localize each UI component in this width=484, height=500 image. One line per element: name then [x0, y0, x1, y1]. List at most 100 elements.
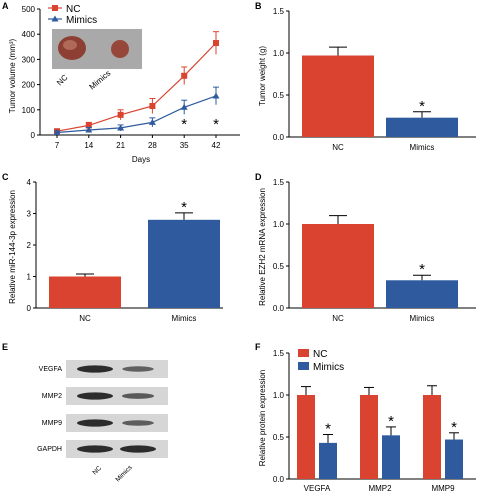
panel-c-y-axis-title: Relative miR-144-3p expression [8, 190, 17, 304]
panel-a-point-nc [117, 111, 124, 118]
panel-c-y-tick-label: 2 [27, 241, 32, 250]
panel-c-y-tick-label: 4 [27, 178, 32, 187]
panel-f-bar-vegfa-mimics [319, 442, 337, 479]
legend-f-nc-swatch [298, 349, 309, 357]
blot-label-mmp9: MMP9 [42, 420, 62, 427]
panel-a-y-axis-title: Tumor volume (mm³) [8, 38, 17, 113]
panel-d-x-tick-label: NC [332, 314, 344, 323]
panel-a-y-tick-label: 300 [22, 55, 36, 64]
panel-a-point-mimics [148, 118, 156, 125]
panel-b-y-tick-label: 1.5 [273, 7, 285, 16]
blot-band-vegfa-mimics [122, 366, 154, 372]
panel-c-bar-mimics [148, 219, 220, 308]
legend-nc-marker [52, 5, 58, 11]
panel-a-point-mimics [117, 124, 125, 131]
blot-strip-mmp9 [66, 414, 168, 432]
panel-d-bar-mimics [386, 280, 458, 308]
panel-a-point-mimics [180, 103, 188, 110]
panel-f-bar-mmp9-nc [423, 395, 441, 479]
blot-strips [66, 360, 168, 458]
blot-band-gapdh-mimics [120, 445, 156, 453]
panel-c-y-tick-label: 3 [27, 210, 32, 219]
panel-d-y-axis-title: Relative EZH2 mRNA expression [258, 188, 267, 306]
significance-star: * [181, 199, 187, 216]
panel-a-point-mimics [85, 126, 93, 133]
panel-f-y-tick-label: 0.0 [273, 475, 285, 484]
panel-e-western-blot: E VEGFA MMP2 MMP9 GAPDH NC Mimics [2, 342, 168, 483]
blot-lane-label-nc: NC [91, 465, 103, 477]
inset-label-mimics: Mimics [88, 69, 113, 92]
significance-star: * [181, 116, 187, 133]
panel-b-y-axis-title: Tumor weight (g) [258, 46, 267, 107]
panel-letter-b: B [255, 1, 262, 11]
panel-b-x-tick-label: Mimics [410, 143, 435, 152]
panel-f-bar-vegfa-nc [297, 395, 315, 479]
panel-d-y-tick-label: 0.0 [273, 304, 285, 313]
panel-a-x-tick-label: 14 [84, 141, 93, 150]
panel-a-point-mimics [53, 128, 61, 135]
panel-a-point-nc [149, 103, 156, 110]
legend-f-mimics-label: Mimics [313, 362, 344, 373]
panel-a-x-tick-label: 28 [148, 141, 157, 150]
panel-c-mir-expression-chart: C Relative miR-144-3p expression 0 1 2 3 4 NC… [2, 172, 223, 323]
tumor-photo-inset: NC Mimics [52, 29, 142, 92]
panel-f-y-tick-label: 1.0 [273, 391, 285, 400]
panel-b-y-tick-label: 1.0 [273, 49, 285, 58]
panel-a-x-axis-title: Days [132, 155, 150, 164]
panel-c-x-tick-label: NC [79, 314, 91, 323]
significance-star: * [213, 116, 219, 133]
legend-f-nc-label: NC [313, 349, 327, 360]
panel-b-tumor-weight-chart: B Tumor weight (g) 0.0 0.5 1.0 1.5 NC Mimics * [255, 1, 476, 152]
significance-star: * [325, 420, 331, 437]
blot-band-mmp2-mimics [121, 393, 155, 399]
panel-a-point-nc [85, 122, 92, 129]
panel-a-x-tick-label: 35 [180, 141, 189, 150]
panel-f-bar-mmp2-nc [360, 395, 378, 479]
panel-letter-d: D [255, 172, 262, 182]
panel-b-x-tick-label: NC [332, 143, 344, 152]
panel-b-y-tick-label: 0.0 [273, 133, 285, 142]
blot-band-vegfa-nc [77, 365, 113, 373]
panel-d-y-tick-label: 1.5 [273, 178, 285, 187]
panel-a-point-nc [213, 40, 219, 47]
mimics-tumor-image [111, 40, 129, 58]
blot-band-gapdh-nc [77, 445, 113, 453]
legend-f-mimics-swatch [298, 362, 309, 370]
significance-star: * [419, 261, 425, 278]
blot-strip-vegfa [66, 360, 168, 378]
legend-mimics-marker [51, 15, 59, 22]
panel-a-y-tick-label: 500 [22, 5, 36, 14]
panel-f-protein-expression-chart: F Relative protein expression NC Mimics … [255, 342, 476, 493]
panel-a-series-line-nc [56, 42, 217, 132]
panel-d-ezh2-expression-chart: D Relative EZH2 mRNA expression 0.0 0.5 1.… [255, 172, 476, 323]
panel-a-point-mimics [212, 92, 220, 99]
blot-label-mmp2: MMP2 [42, 393, 62, 400]
panel-f-bar-mmp9-mimics [445, 439, 463, 479]
panel-d-y-tick-label: 1.0 [273, 220, 285, 229]
blot-band-mmp9-nc [77, 419, 113, 427]
panel-a-y-tick-label: 100 [22, 106, 36, 115]
panel-f-legend: NC Mimics [298, 349, 344, 373]
panel-c-x-tick-label: Mimics [172, 314, 197, 323]
nc-tumor-highlight [63, 40, 77, 50]
significance-star: * [388, 413, 394, 430]
panel-f-y-axis-title: Relative protein expression [258, 370, 267, 467]
panel-a-legend: NC Mimics [48, 4, 97, 26]
blot-strip-gapdh [66, 440, 168, 458]
panel-f-bar-mmp2-mimics [382, 435, 400, 479]
panel-c-y-tick-label: 1 [27, 273, 32, 282]
panel-f-y-tick-label: 0.5 [273, 433, 285, 442]
significance-star: * [419, 98, 425, 115]
panel-a-point-nc [181, 72, 188, 79]
panel-b-bar-nc [302, 55, 374, 137]
panel-f-x-tick-label: MMP2 [368, 484, 392, 493]
inset-label-nc: NC [55, 73, 70, 88]
panel-letter-c: C [2, 172, 9, 182]
panel-f-y-tick-label: 1.5 [273, 349, 285, 358]
blot-band-mmp9-mimics [122, 420, 154, 426]
panel-a-y-tick-label: 400 [22, 30, 36, 39]
panel-d-bar-nc [302, 224, 374, 308]
panel-d-x-tick-label: Mimics [410, 314, 435, 323]
panel-b-bar-mimics [386, 117, 458, 137]
